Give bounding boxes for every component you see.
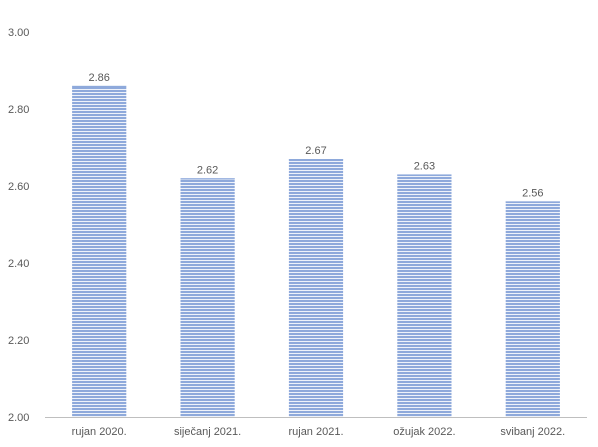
bar-top-edge [505, 201, 560, 203]
data-label: 2.67 [305, 145, 326, 157]
bar [397, 174, 452, 417]
x-tick-label: rujan 2021. [288, 426, 343, 438]
y-axis: 2.00 2.20 2.40 2.60 2.80 3.00 [8, 27, 29, 424]
data-label: 2.62 [197, 164, 218, 176]
data-label: 2.86 [88, 72, 109, 84]
bar-top-edge [397, 174, 452, 176]
bar-top-edge [288, 159, 344, 161]
x-tick-label: svibanj 2022. [500, 426, 565, 438]
x-tick-label: siječanj 2021. [174, 426, 241, 438]
y-tick-label: 2.00 [8, 412, 29, 424]
x-tick-label: ožujak 2022. [393, 426, 455, 438]
bar [505, 201, 560, 417]
data-labels: 2.86 2.62 2.67 2.63 2.56 [88, 72, 543, 199]
bar-top-edge [72, 85, 127, 88]
y-tick-label: 2.60 [8, 181, 29, 193]
y-tick-label: 3.00 [8, 27, 29, 39]
bar [180, 178, 235, 417]
x-tick-label: rujan 2020. [72, 426, 127, 438]
bar [72, 85, 127, 418]
y-tick-label: 2.40 [8, 258, 29, 270]
y-tick-label: 2.80 [8, 104, 29, 116]
x-axis: rujan 2020. siječanj 2021. rujan 2021. ožuj… [45, 417, 587, 438]
bar [288, 159, 344, 418]
data-label: 2.63 [414, 160, 435, 172]
bars [72, 85, 560, 418]
y-tick-label: 2.20 [8, 335, 29, 347]
bar-top-edge [180, 178, 235, 180]
data-label: 2.56 [522, 187, 543, 199]
